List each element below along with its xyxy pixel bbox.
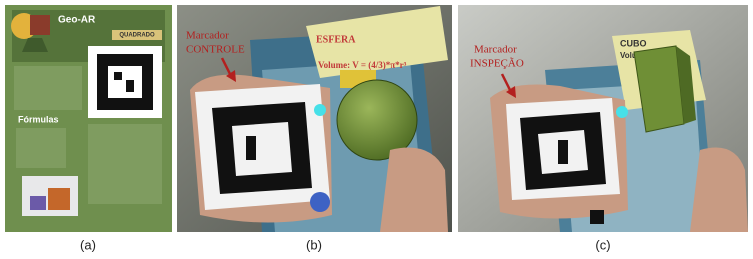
panel-label: (b) — [306, 237, 322, 252]
marker-cell — [246, 136, 256, 160]
figure: Geo-AR QUADRADO Fórmulas ESFERA Volume: … — [0, 0, 753, 259]
shape-name: CUBO — [620, 38, 647, 48]
page-dot — [310, 192, 330, 212]
anchor-dot — [616, 106, 628, 118]
panel-a: Geo-AR QUADRADO Fórmulas — [5, 5, 172, 232]
panel-c: CUBO Volume: Marcador INSPEÇÃO — [458, 5, 748, 232]
app-title: Geo-AR — [58, 15, 96, 26]
marker-label: Marcador — [186, 30, 229, 42]
page-marker — [590, 210, 604, 224]
shape-icon — [30, 15, 50, 35]
marker-label: Marcador — [474, 44, 517, 56]
volume-text: Volume: V = (4/3)*π*r³ — [318, 60, 407, 70]
marker-inner — [232, 122, 292, 176]
text-block — [16, 128, 66, 168]
marker-cell — [558, 140, 568, 164]
shape-name: ESFERA — [316, 34, 356, 45]
hand — [380, 148, 448, 233]
marker-inner — [108, 66, 142, 98]
marker-cell — [114, 72, 122, 80]
marker-label: CONTROLE — [186, 44, 245, 56]
marker-cell — [126, 80, 134, 92]
formulas-title: Fórmulas — [18, 114, 59, 124]
panel-b: ESFERA Volume: V = (4/3)*π*r³ Marcador C… — [177, 5, 452, 232]
diagram-square — [30, 196, 46, 210]
text-block — [14, 66, 82, 110]
panel-label: (a) — [80, 237, 96, 252]
anchor-dot — [314, 104, 326, 116]
panel-label: (c) — [595, 237, 610, 252]
text-block — [88, 124, 162, 204]
diagram-cube — [48, 188, 70, 210]
heading: QUADRADO — [119, 33, 155, 39]
marker-label: INSPEÇÃO — [470, 58, 524, 70]
